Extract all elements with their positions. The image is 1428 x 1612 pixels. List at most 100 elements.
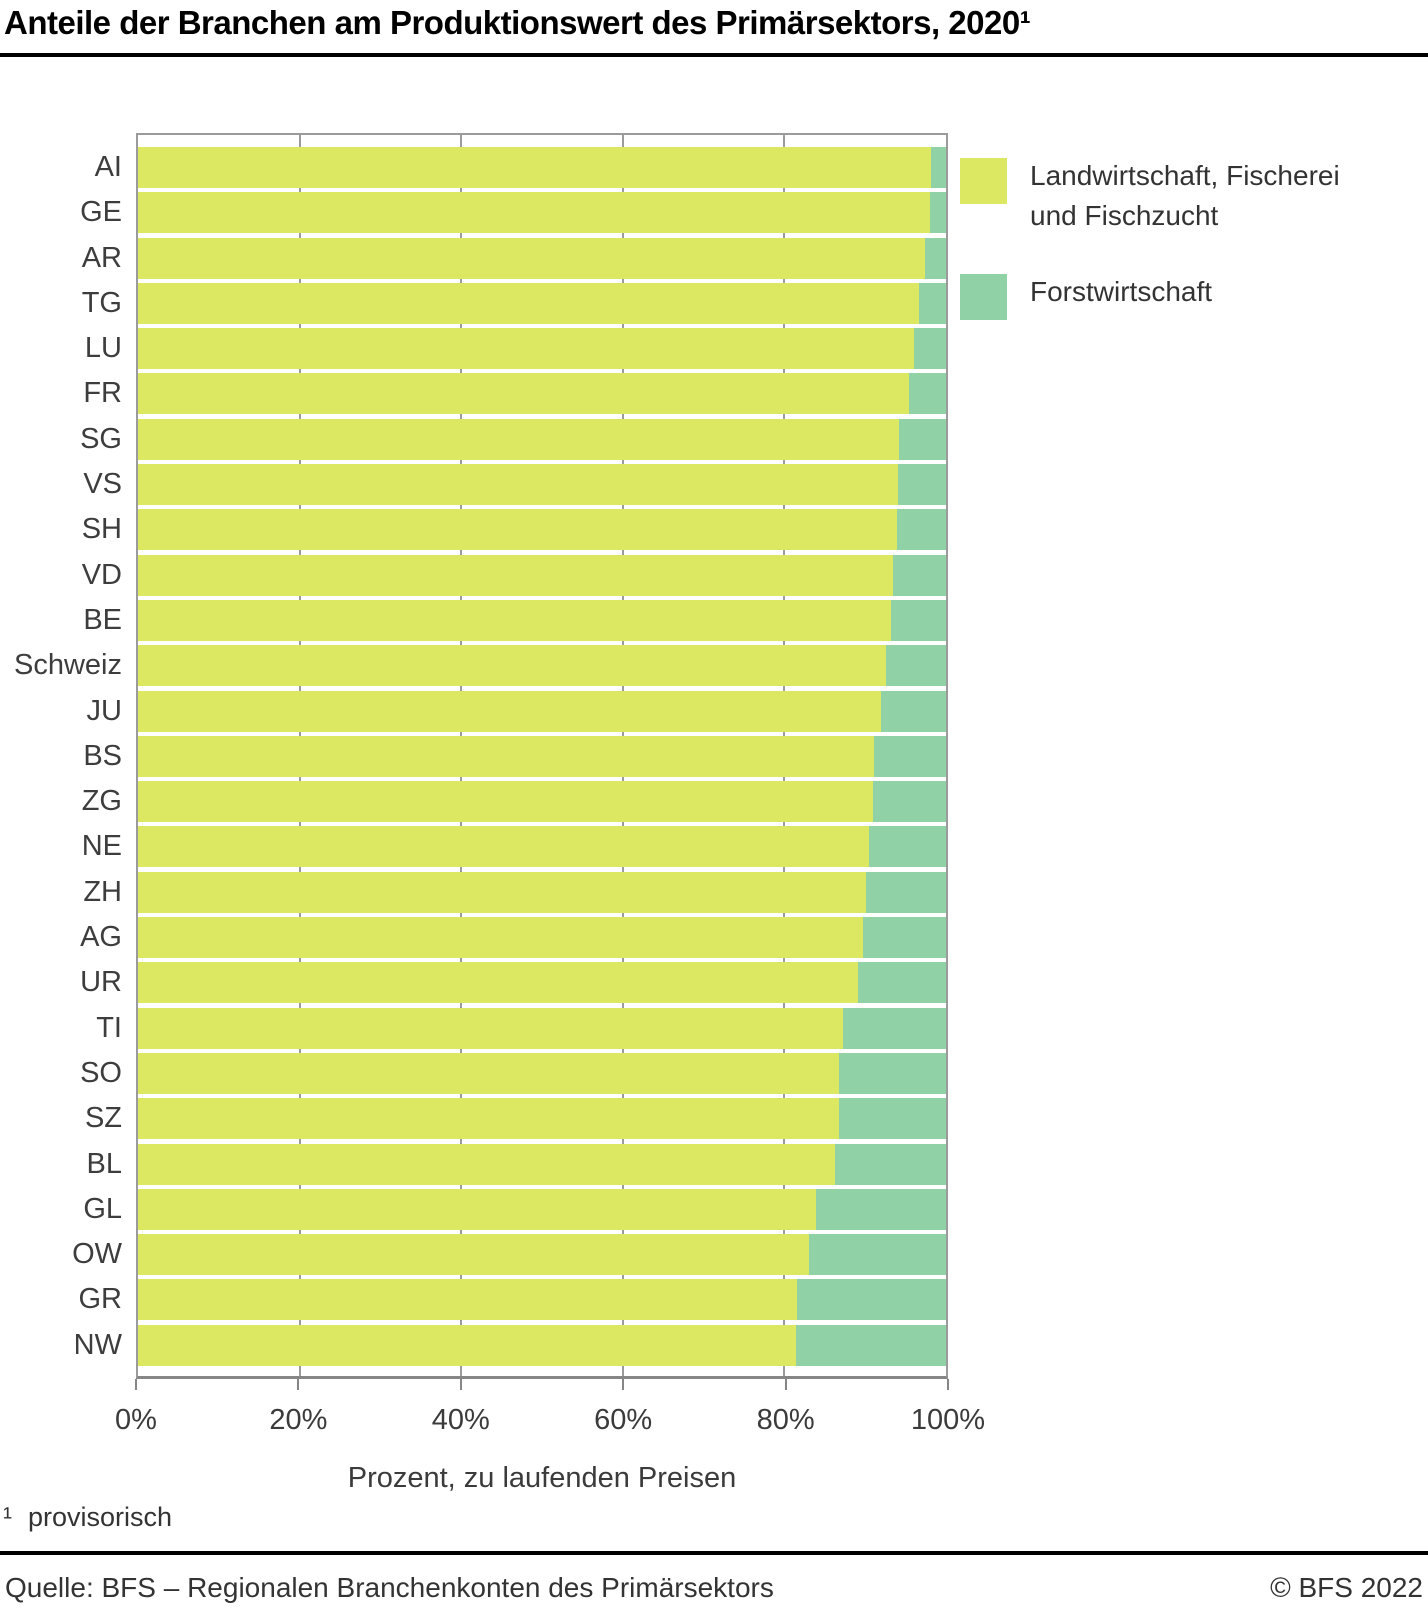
axis-tick-80	[784, 1379, 787, 1390]
bar-row-gr	[138, 1279, 946, 1321]
bar-row-ur	[138, 962, 946, 1004]
bar-row-be	[138, 599, 946, 641]
legend-label: Landwirtschaft, Fischerei und Fischzucht	[1030, 160, 1340, 231]
bar-row-sg	[138, 418, 946, 460]
bar-segment-landwirtschaft	[138, 735, 875, 777]
legend-item-forstwirtschaft: Forstwirtschaft	[960, 272, 1380, 320]
category-label-be: BE	[83, 603, 122, 636]
bar-segment-forstwirtschaft	[931, 147, 946, 188]
footnote-text: provisorisch	[28, 1502, 173, 1532]
bar-row-ti	[138, 1007, 946, 1049]
bar-segment-landwirtschaft	[138, 1234, 809, 1276]
bar-segment-forstwirtschaft	[874, 735, 946, 777]
bar-row-ag	[138, 917, 946, 959]
bar-segment-landwirtschaft	[138, 509, 897, 551]
bar-row-zg	[138, 781, 946, 823]
bar-row-ai	[138, 147, 946, 188]
bar-segment-forstwirtschaft	[908, 373, 946, 415]
bar-row-ar	[138, 237, 946, 279]
category-label-lu: LU	[84, 332, 122, 365]
legend-label: Forstwirtschaft	[1030, 276, 1213, 307]
bar-row-ge	[138, 192, 946, 234]
bar-segment-forstwirtschaft	[918, 282, 946, 324]
bar-row-zh	[138, 871, 946, 913]
bar-segment-landwirtschaft	[138, 373, 909, 415]
bar-segment-landwirtschaft	[138, 554, 893, 596]
bar-segment-forstwirtschaft	[873, 781, 946, 823]
bar-segment-landwirtschaft	[138, 1279, 798, 1321]
footer-rule	[0, 1551, 1428, 1555]
bar-segment-landwirtschaft	[138, 328, 915, 370]
category-label-vs: VS	[83, 468, 122, 501]
bar-segment-landwirtschaft	[138, 645, 887, 687]
bar-segment-landwirtschaft	[138, 237, 925, 279]
category-label-gl: GL	[83, 1192, 122, 1225]
category-label-tg: TG	[81, 286, 122, 319]
axis-tick-40	[459, 1379, 462, 1390]
bar-segment-forstwirtschaft	[880, 690, 946, 732]
bar-segment-forstwirtschaft	[899, 418, 946, 460]
category-label-nw: NW	[73, 1328, 122, 1361]
category-label-gr: GR	[78, 1283, 123, 1316]
footnote: ¹ provisorisch	[3, 1502, 172, 1533]
bar-segment-forstwirtschaft	[797, 1279, 946, 1321]
bar-segment-landwirtschaft	[138, 690, 881, 732]
bar-row-sh	[138, 509, 946, 551]
category-label-sg: SG	[80, 422, 122, 455]
category-label-zg: ZG	[81, 785, 122, 818]
bar-segment-landwirtschaft	[138, 1324, 796, 1366]
bar-segment-forstwirtschaft	[815, 1188, 946, 1230]
bar-segment-forstwirtschaft	[839, 1052, 946, 1094]
bar-segment-landwirtschaft	[138, 599, 892, 641]
bar-segment-forstwirtschaft	[898, 464, 946, 506]
legend-item-landwirtschaft: Landwirtschaft, Fischerei und Fischzucht	[960, 156, 1380, 236]
bar-segment-landwirtschaft	[138, 871, 866, 913]
header-rule	[0, 53, 1428, 57]
footer: Quelle: BFS – Regionalen Branchenkonten …	[0, 1572, 1428, 1604]
bar-rows	[138, 135, 946, 1376]
bar-segment-forstwirtschaft	[862, 917, 946, 959]
axis-tick-20	[297, 1379, 300, 1390]
bar-segment-forstwirtschaft	[838, 1098, 946, 1140]
bar-row-ju	[138, 690, 946, 732]
legend: Landwirtschaft, Fischerei und Fischzucht…	[960, 156, 1380, 348]
axis-tick-100	[947, 1379, 949, 1390]
category-label-vd: VD	[81, 558, 122, 591]
bar-segment-forstwirtschaft	[891, 599, 946, 641]
category-label-bs: BS	[83, 739, 122, 772]
x-tick-label-60: 60%	[594, 1404, 653, 1436]
bar-segment-forstwirtschaft	[866, 871, 946, 913]
x-axis-caption: Prozent, zu laufenden Preisen	[347, 1462, 737, 1494]
bar-segment-landwirtschaft	[138, 1098, 839, 1140]
category-label-sh: SH	[81, 513, 122, 546]
bar-row-gl	[138, 1188, 946, 1230]
x-tick-label-40: 40%	[431, 1404, 490, 1436]
bar-segment-landwirtschaft	[138, 192, 930, 234]
bar-row-sz	[138, 1098, 946, 1140]
legend-swatch-forstwirtschaft	[960, 274, 1007, 320]
bar-row-ne	[138, 826, 946, 868]
bar-row-nw	[138, 1324, 946, 1366]
x-tick-label-20: 20%	[269, 1404, 328, 1436]
bar-segment-forstwirtschaft	[892, 554, 946, 596]
bar-row-tg	[138, 282, 946, 324]
bar-segment-forstwirtschaft	[924, 237, 946, 279]
bar-segment-forstwirtschaft	[869, 826, 946, 868]
category-label-bl: BL	[86, 1147, 122, 1180]
bar-segment-forstwirtschaft	[914, 328, 946, 370]
category-label-ag: AG	[80, 921, 122, 954]
category-label-sz: SZ	[84, 1102, 122, 1135]
category-label-ge: GE	[80, 196, 122, 229]
bar-row-bs	[138, 735, 946, 777]
bar-row-vs	[138, 464, 946, 506]
bar-segment-landwirtschaft	[138, 464, 899, 506]
bar-segment-landwirtschaft	[138, 282, 919, 324]
x-tick-label-0: 0%	[115, 1404, 157, 1436]
category-label-ju: JU	[86, 694, 122, 727]
bar-segment-landwirtschaft	[138, 1143, 836, 1185]
category-label-fr: FR	[83, 377, 122, 410]
x-tick-label-100: 100%	[910, 1404, 986, 1436]
bar-segment-forstwirtschaft	[808, 1234, 946, 1276]
footnote-marker: ¹	[3, 1502, 12, 1532]
bar-segment-landwirtschaft	[138, 1052, 840, 1094]
